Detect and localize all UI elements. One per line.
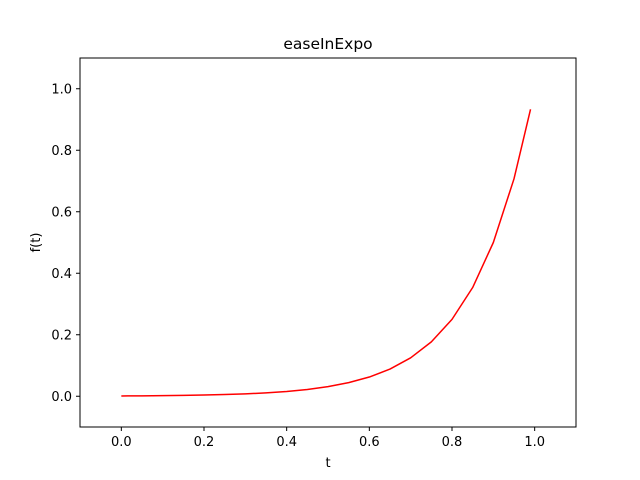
y-tick-label: 0.2 [51,328,72,343]
x-tick-label: 0.8 [442,435,463,450]
x-tick-label: 1.0 [524,435,545,450]
y-axis-ticks: 0.0 0.2 0.4 0.6 0.8 1.0 [51,82,80,405]
y-tick-label: 0.8 [51,144,72,159]
chart-title: easeInExpo [283,35,372,53]
plot-frame [79,57,577,428]
y-axis-label: f(t) [29,233,44,253]
x-tick-label: 0.2 [194,435,215,450]
y-tick-label: 0.4 [51,267,72,282]
y-tick-label: 0.0 [51,390,72,405]
plot-area [121,109,532,397]
x-axis-ticks: 0.0 0.2 0.4 0.6 0.8 1.0 [111,427,545,450]
series-line [121,109,532,397]
y-tick-label: 0.6 [51,205,72,220]
x-axis-label: t [325,456,330,471]
y-tick-label: 1.0 [51,82,72,97]
x-tick-label: 0.0 [111,435,132,450]
x-tick-label: 0.6 [359,435,380,450]
x-tick-label: 0.4 [276,435,297,450]
